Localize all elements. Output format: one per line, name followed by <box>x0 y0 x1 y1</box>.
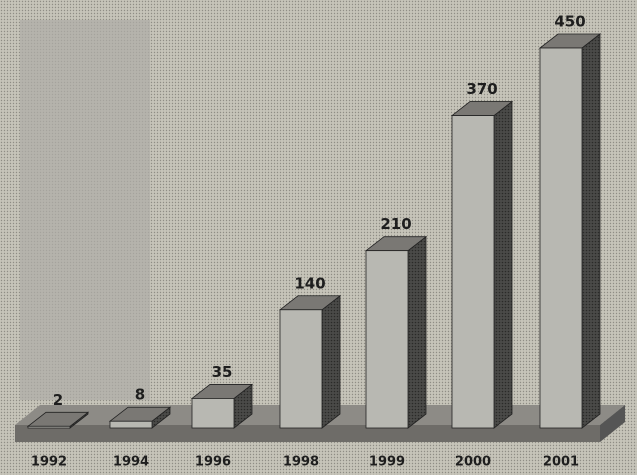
x-tick-label: 1992 <box>31 455 67 470</box>
bars <box>26 33 602 429</box>
x-tick-label: 1996 <box>195 455 231 470</box>
value-label: 2 <box>53 391 63 409</box>
bar <box>109 420 153 429</box>
bar-side <box>407 235 427 429</box>
bar <box>279 309 323 429</box>
x-tick-label: 1999 <box>369 455 405 470</box>
x-tick-label: 2001 <box>543 455 579 470</box>
value-label: 450 <box>554 13 585 31</box>
x-tick-label: 1994 <box>113 455 149 470</box>
value-label: 210 <box>380 215 411 233</box>
floor-front <box>15 425 600 442</box>
bar <box>365 250 409 429</box>
bar-side <box>321 294 341 429</box>
value-label: 370 <box>466 80 497 98</box>
floor-side <box>600 405 625 442</box>
shade-block <box>20 20 150 400</box>
bar-side <box>581 33 601 429</box>
value-label: 35 <box>212 363 233 381</box>
value-label: 8 <box>135 386 145 404</box>
bar <box>539 47 583 429</box>
bar <box>451 115 495 429</box>
bar <box>27 425 71 429</box>
bar-side <box>493 100 513 429</box>
value-label: 140 <box>294 274 325 292</box>
x-tick-label: 1998 <box>283 455 319 470</box>
x-tick-label: 2000 <box>455 455 491 470</box>
bar <box>191 398 235 429</box>
